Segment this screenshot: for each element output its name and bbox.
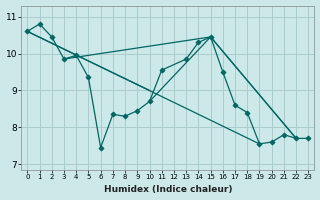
Point <box>232 104 237 107</box>
Point <box>61 57 67 61</box>
Point <box>257 142 262 145</box>
Point <box>220 70 225 74</box>
Point <box>196 41 201 44</box>
Point <box>147 100 152 103</box>
Point <box>269 140 274 144</box>
Point <box>110 113 116 116</box>
Point <box>159 69 164 72</box>
Point <box>293 137 299 140</box>
Point <box>208 35 213 39</box>
X-axis label: Humidex (Indice chaleur): Humidex (Indice chaleur) <box>104 185 232 194</box>
Point <box>86 76 91 79</box>
Point <box>49 35 54 39</box>
Point <box>306 137 311 140</box>
Point <box>98 146 103 149</box>
Point <box>37 22 42 26</box>
Point <box>281 133 286 136</box>
Point <box>74 54 79 57</box>
Point <box>123 115 128 118</box>
Point <box>184 57 189 61</box>
Point <box>135 109 140 112</box>
Point <box>245 111 250 114</box>
Point <box>25 30 30 33</box>
